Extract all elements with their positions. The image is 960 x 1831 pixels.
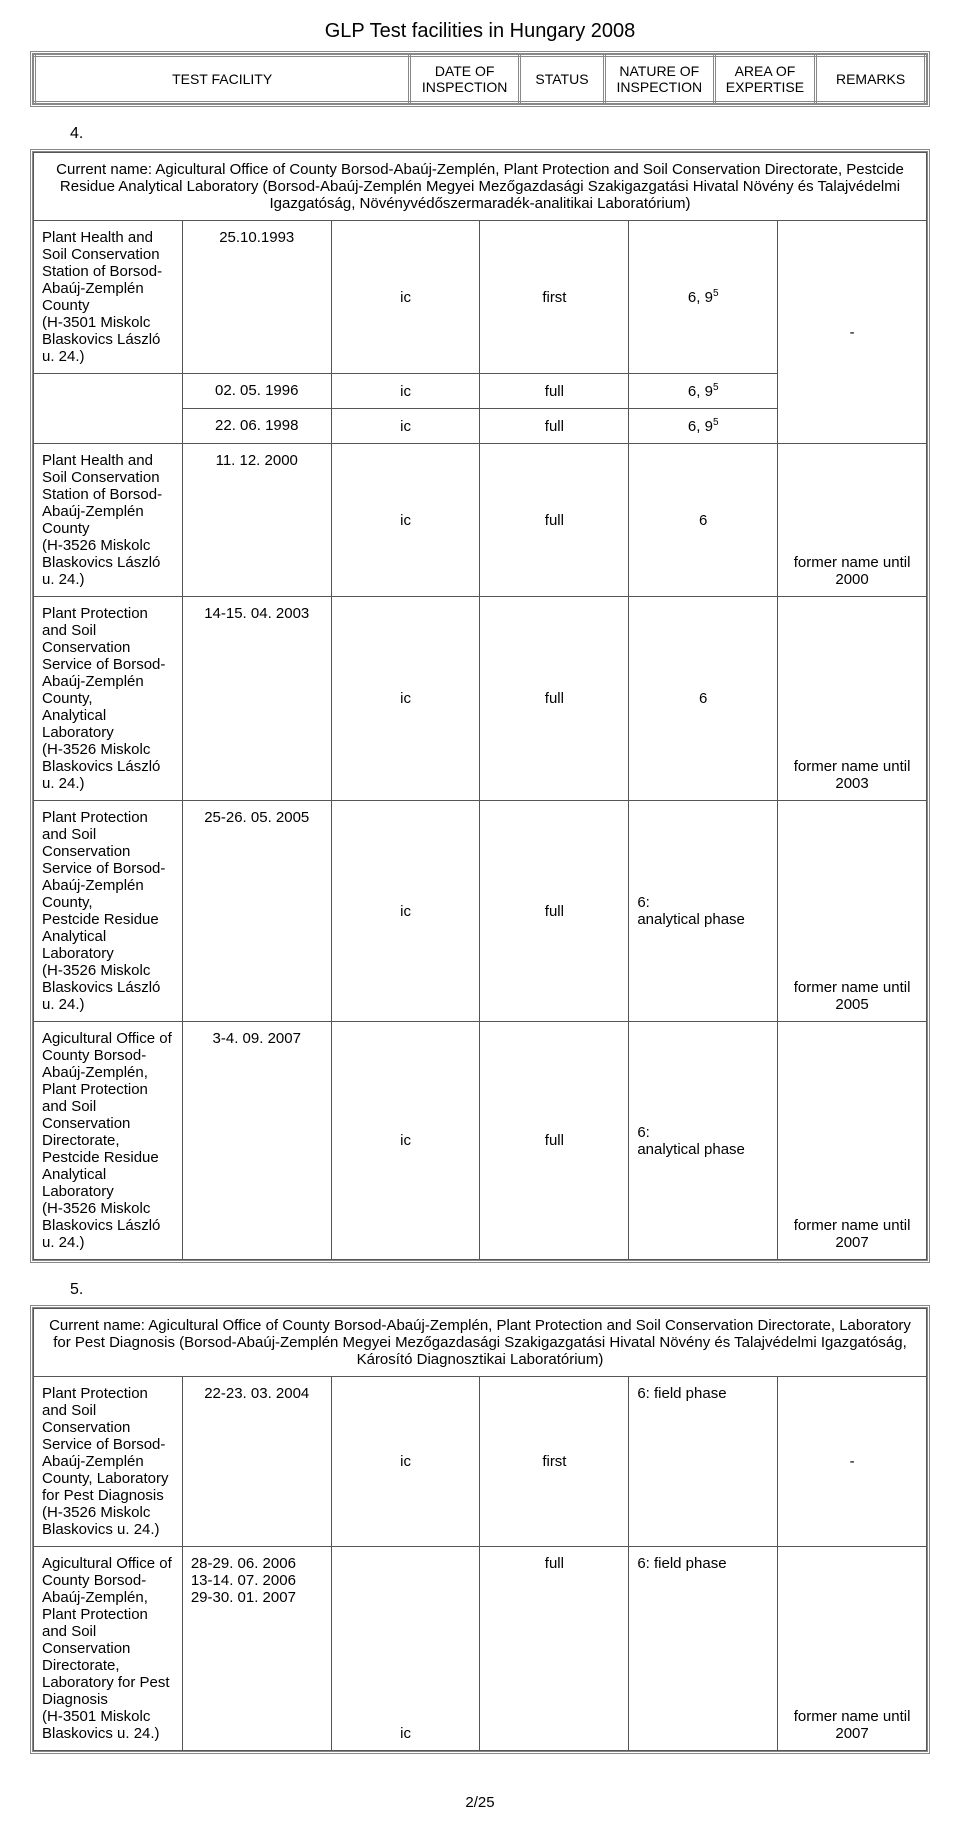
section-4-table: Current name: Agicultural Office of Coun…: [33, 152, 927, 1260]
date-cell: 28-29. 06. 200613-14. 07. 200629-30. 01.…: [182, 1547, 331, 1751]
nature-cell: full: [480, 409, 629, 444]
nature-cell: full: [480, 1022, 629, 1260]
header-col-nature: NATURE OF INSPECTION: [604, 56, 714, 103]
facility-cell: Plant Health and Soil Conservation Stati…: [34, 444, 183, 597]
section-5-table-outer: Current name: Agicultural Office of Coun…: [30, 1305, 930, 1754]
facility-cell: [34, 374, 183, 444]
nature-cell: full: [480, 801, 629, 1022]
table-row: Plant Health and Soil Conservation Stati…: [34, 221, 927, 374]
page-number: 2/25: [30, 1794, 930, 1811]
status-cell: ic: [331, 409, 480, 444]
nature-cell: full: [480, 597, 629, 801]
status-cell: ic: [331, 1377, 480, 1547]
status-cell: ic: [331, 444, 480, 597]
remarks-cell: former name until 2000: [778, 444, 927, 597]
table-row: Plant Protection and Soil Conservation S…: [34, 597, 927, 801]
date-cell: 25.10.1993: [182, 221, 331, 374]
header-col-area: AREA OF EXPERTISE: [714, 56, 815, 103]
section-4-head: Current name: Agicultural Office of Coun…: [34, 153, 927, 221]
section-4-table-outer: Current name: Agicultural Office of Coun…: [30, 149, 930, 1263]
facility-cell: Plant Protection and Soil Conservation S…: [34, 1377, 183, 1547]
nature-cell: first: [480, 221, 629, 374]
header-table-outer: TEST FACILITY DATE OF INSPECTION STATUS …: [30, 51, 930, 107]
remarks-cell: former name until 2003: [778, 597, 927, 801]
remarks-cell: -: [778, 1377, 927, 1547]
header-table: TEST FACILITY DATE OF INSPECTION STATUS …: [33, 54, 927, 104]
date-cell: 3-4. 09. 2007: [182, 1022, 331, 1260]
area-cell: 6:analytical phase: [629, 1022, 778, 1260]
facility-cell: Agicultural Office of County Borsod-Abaú…: [34, 1547, 183, 1751]
status-cell: ic: [331, 597, 480, 801]
nature-cell: full: [480, 444, 629, 597]
area-cell: 6:analytical phase: [629, 801, 778, 1022]
table-row: Plant Protection and Soil Conservation S…: [34, 1377, 927, 1547]
date-cell: 22. 06. 1998: [182, 409, 331, 444]
status-cell: ic: [331, 801, 480, 1022]
table-row: Current name: Agicultural Office of Coun…: [34, 153, 927, 221]
header-col-status: STATUS: [520, 56, 605, 103]
section-4-num: 4.: [70, 125, 930, 143]
status-cell: ic: [331, 374, 480, 409]
nature-cell: first: [480, 1377, 629, 1547]
facility-cell: Plant Protection and Soil Conservation S…: [34, 801, 183, 1022]
remarks-cell: former name until 2005: [778, 801, 927, 1022]
header-col-remarks: REMARKS: [816, 56, 926, 103]
nature-cell: full: [480, 1547, 629, 1751]
header-col-facility: TEST FACILITY: [35, 56, 410, 103]
area-cell: 6: [629, 597, 778, 801]
table-row: Plant Health and Soil Conservation Stati…: [34, 444, 927, 597]
remarks-cell: -: [778, 221, 927, 444]
area-cell: 6, 95: [629, 409, 778, 444]
section-5-head: Current name: Agicultural Office of Coun…: [34, 1309, 927, 1377]
page-title: GLP Test facilities in Hungary 2008: [30, 20, 930, 43]
table-row: Agicultural Office of County Borsod-Abaú…: [34, 1547, 927, 1751]
area-cell: 6: field phase: [629, 1547, 778, 1751]
date-cell: 14-15. 04. 2003: [182, 597, 331, 801]
date-cell: 11. 12. 2000: [182, 444, 331, 597]
facility-cell: Plant Health and Soil Conservation Stati…: [34, 221, 183, 374]
date-cell: 02. 05. 1996: [182, 374, 331, 409]
status-cell: ic: [331, 1022, 480, 1260]
area-cell: 6, 95: [629, 374, 778, 409]
remarks-cell: former name until 2007: [778, 1547, 927, 1751]
table-row: Agicultural Office of County Borsod-Abaú…: [34, 1022, 927, 1260]
header-col-date: DATE OF INSPECTION: [410, 56, 520, 103]
table-row: Current name: Agicultural Office of Coun…: [34, 1309, 927, 1377]
facility-cell: Agicultural Office of County Borsod-Abaú…: [34, 1022, 183, 1260]
nature-cell: full: [480, 374, 629, 409]
facility-cell: Plant Protection and Soil Conservation S…: [34, 597, 183, 801]
remarks-cell: former name until 2007: [778, 1022, 927, 1260]
status-cell: ic: [331, 1547, 480, 1751]
status-cell: ic: [331, 221, 480, 374]
area-cell: 6: [629, 444, 778, 597]
section-5-table: Current name: Agicultural Office of Coun…: [33, 1308, 927, 1751]
date-cell: 25-26. 05. 2005: [182, 801, 331, 1022]
section-5-num: 5.: [70, 1281, 930, 1299]
area-cell: 6: field phase: [629, 1377, 778, 1547]
date-cell: 22-23. 03. 2004: [182, 1377, 331, 1547]
area-cell: 6, 95: [629, 221, 778, 374]
table-row: Plant Protection and Soil Conservation S…: [34, 801, 927, 1022]
